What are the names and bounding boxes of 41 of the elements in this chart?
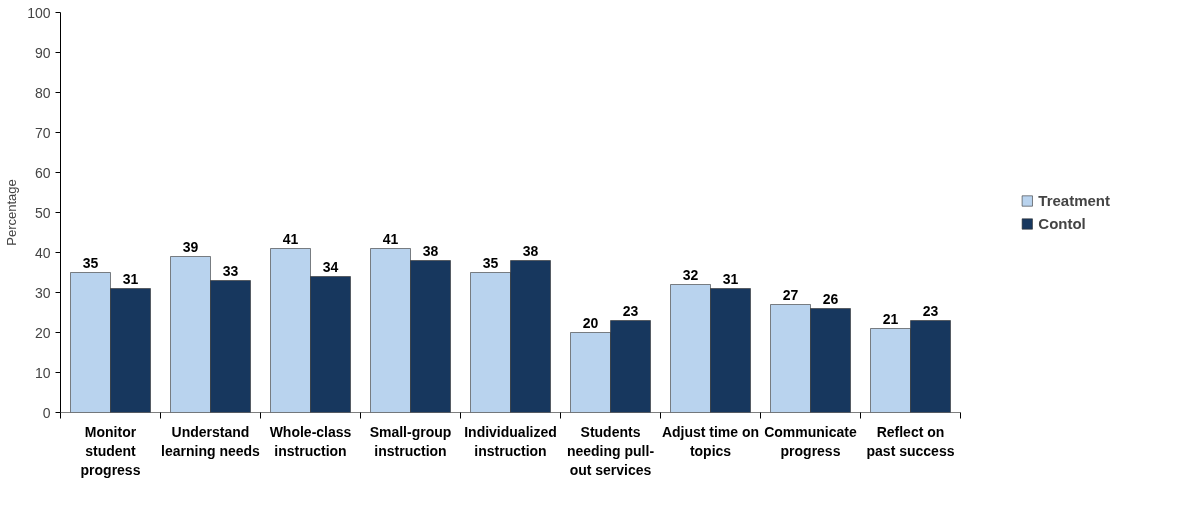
data-label: 27 xyxy=(782,286,799,303)
x-tick-label: Communicate progress xyxy=(764,423,857,459)
y-axis-title: Percentage xyxy=(4,179,20,246)
x-tick-label: Understand learning needs xyxy=(161,423,261,459)
y-tick-label: 90 xyxy=(34,44,51,61)
data-label: 35 xyxy=(482,254,499,271)
data-label: 31 xyxy=(722,270,739,287)
data-label: 41 xyxy=(282,230,299,247)
data-label: 34 xyxy=(322,258,339,275)
y-tick-label: 30 xyxy=(34,284,51,301)
data-label: 38 xyxy=(422,242,439,259)
x-tick-label: Students needing pull-out services xyxy=(566,423,655,478)
y-tick-label: 80 xyxy=(34,84,51,101)
data-label: 39 xyxy=(182,238,199,255)
data-label: 31 xyxy=(122,270,139,287)
data-label: 26 xyxy=(822,290,839,307)
x-tick-label: Individualized instruction xyxy=(464,423,557,459)
x-tick-label: Small-group instruction xyxy=(369,423,452,459)
y-tick-label: 100 xyxy=(27,4,51,21)
data-label: 20 xyxy=(582,314,599,331)
data-label: 32 xyxy=(682,266,699,283)
data-label: 38 xyxy=(522,242,539,259)
x-tick-label: Monitor student progress xyxy=(80,423,141,478)
y-tick-label: 20 xyxy=(34,324,51,341)
y-tick-label: 50 xyxy=(34,204,51,221)
data-label: 21 xyxy=(882,310,899,327)
data-label: 23 xyxy=(622,302,639,319)
x-tick-label: Adjust time on topics xyxy=(661,423,760,459)
x-tick-label: Whole-class instruction xyxy=(269,423,352,459)
data-label: 23 xyxy=(922,302,939,319)
legend-label: Treatment xyxy=(1038,192,1110,209)
data-label: 33 xyxy=(222,262,239,279)
y-tick-label: 60 xyxy=(34,164,51,181)
y-tick-label: 70 xyxy=(34,124,51,141)
legend-label: Contol xyxy=(1038,215,1086,232)
data-label: 35 xyxy=(82,254,99,271)
y-tick-label: 0 xyxy=(42,404,51,421)
y-tick-label: 40 xyxy=(34,244,51,261)
x-tick-label: Reflect on past success xyxy=(866,423,955,459)
data-label: 41 xyxy=(382,230,399,247)
y-tick-label: 10 xyxy=(34,364,51,381)
